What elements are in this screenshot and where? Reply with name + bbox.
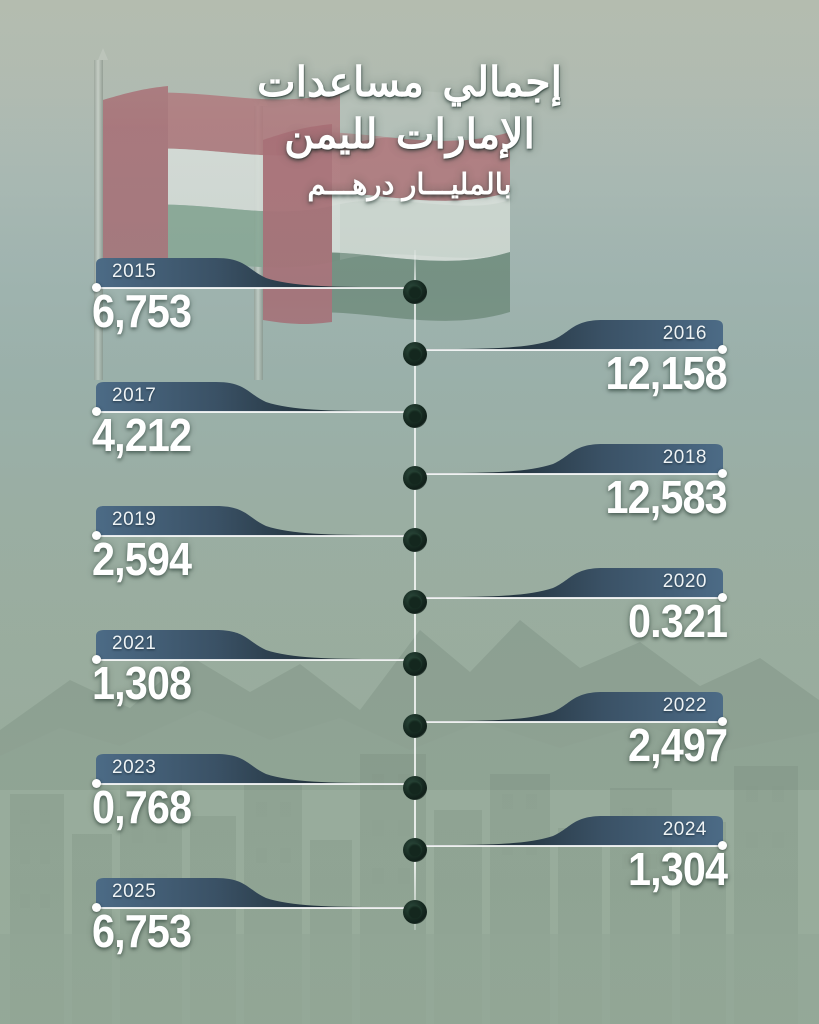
timeline-row: 2020 0.321 xyxy=(0,568,819,644)
connector-end-dot xyxy=(718,345,727,354)
year-label: 2021 xyxy=(112,633,157,654)
timeline-row: 2016 12,158 xyxy=(0,320,819,396)
connector-end-dot xyxy=(718,717,727,726)
value-label: 12,158 xyxy=(605,347,728,399)
value-label: 4,212 xyxy=(92,409,192,461)
timeline-node[interactable] xyxy=(403,838,427,862)
connector-end-dot xyxy=(92,779,101,788)
year-label: 2015 xyxy=(112,261,157,282)
value-label: 6,753 xyxy=(92,285,192,337)
value-label: 2,497 xyxy=(627,719,728,771)
timeline-node[interactable] xyxy=(403,776,427,800)
timeline-node[interactable] xyxy=(403,404,427,428)
connector-line xyxy=(100,287,414,289)
year-label: 2018 xyxy=(662,447,707,468)
year-ribbon xyxy=(96,630,414,660)
connector-line xyxy=(100,907,414,909)
timeline-node[interactable] xyxy=(403,590,427,614)
connector-line xyxy=(100,411,414,413)
timeline-row: 2025 6,753 xyxy=(0,878,819,954)
connector-end-dot xyxy=(718,593,727,602)
year-label: 2023 xyxy=(112,757,157,778)
year-label: 2016 xyxy=(662,323,707,344)
year-ribbon xyxy=(405,320,723,350)
year-ribbon xyxy=(405,692,723,722)
year-ribbon xyxy=(96,754,414,784)
year-label: 2020 xyxy=(662,571,707,592)
timeline-row: 2019 2,594 xyxy=(0,506,819,582)
year-ribbon xyxy=(96,878,414,908)
year-label: 2025 xyxy=(112,881,157,902)
title-line-2: الإمارات لليمن xyxy=(284,111,535,158)
year-ribbon xyxy=(96,506,414,536)
year-label: 2022 xyxy=(662,695,707,716)
timeline-row: 2021 1,308 xyxy=(0,630,819,706)
timeline-node[interactable] xyxy=(403,652,427,676)
value-label: 1,308 xyxy=(92,657,192,709)
year-ribbon xyxy=(405,816,723,846)
connector-end-dot xyxy=(92,283,101,292)
timeline-node[interactable] xyxy=(403,900,427,924)
connector-line xyxy=(100,783,414,785)
year-label: 2024 xyxy=(662,819,707,840)
timeline-row: 2023 0,768 xyxy=(0,754,819,830)
year-label: 2017 xyxy=(112,385,157,406)
timeline-row: 2024 1,304 xyxy=(0,816,819,892)
timeline-node[interactable] xyxy=(403,466,427,490)
connector-line xyxy=(414,349,719,351)
connector-end-dot xyxy=(92,903,101,912)
year-ribbon xyxy=(405,444,723,474)
timeline-node[interactable] xyxy=(403,342,427,366)
connector-line xyxy=(414,721,719,723)
connector-line xyxy=(100,535,414,537)
value-label: 6,753 xyxy=(92,905,192,957)
year-ribbon xyxy=(405,568,723,598)
value-label: 0,768 xyxy=(92,781,192,833)
connector-end-dot xyxy=(92,531,101,540)
connector-end-dot xyxy=(92,407,101,416)
year-ribbon xyxy=(96,382,414,412)
timeline-node[interactable] xyxy=(403,280,427,304)
year-ribbon xyxy=(96,258,414,288)
timeline-node[interactable] xyxy=(403,528,427,552)
connector-line xyxy=(100,659,414,661)
value-label: 12,583 xyxy=(605,471,728,523)
connector-end-dot xyxy=(92,655,101,664)
connector-end-dot xyxy=(718,469,727,478)
timeline-row: 2018 12,583 xyxy=(0,444,819,520)
connector-end-dot xyxy=(718,841,727,850)
value-label: 1,304 xyxy=(627,843,728,895)
year-label: 2019 xyxy=(112,509,157,530)
title-line-1: إجمالي مساعدات xyxy=(257,59,562,105)
timeline-row: 2015 6,753 xyxy=(0,258,819,334)
poster-title-block: إجمالي مساعدات الإمارات لليمن بالمليـــا… xyxy=(0,56,819,202)
timeline-row: 2017 4,212 xyxy=(0,382,819,458)
timeline-node[interactable] xyxy=(403,714,427,738)
timeline-row: 2022 2,497 xyxy=(0,692,819,768)
value-label: 0.321 xyxy=(627,595,728,647)
title-subtitle: بالمليـــار درهـــم xyxy=(307,168,512,201)
connector-line xyxy=(414,473,719,475)
value-label: 2,594 xyxy=(92,533,192,585)
connector-line xyxy=(414,597,719,599)
connector-line xyxy=(414,845,719,847)
